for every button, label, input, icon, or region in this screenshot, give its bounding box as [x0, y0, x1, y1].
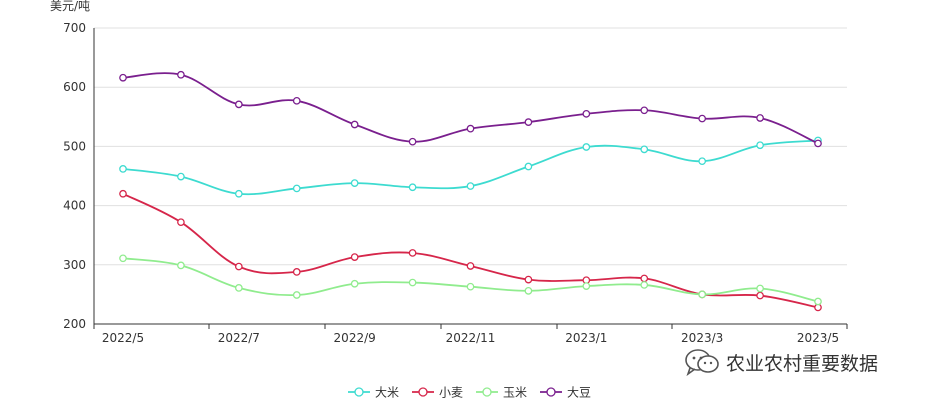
data-point[interactable]: [408, 278, 417, 287]
data-point[interactable]: [814, 139, 822, 148]
data-point[interactable]: [466, 124, 475, 133]
y-tick-label: 200: [63, 317, 86, 331]
data-point[interactable]: [119, 73, 127, 82]
data-point[interactable]: [756, 141, 764, 150]
data-point[interactable]: [119, 165, 127, 173]
data-point[interactable]: [350, 179, 359, 187]
y-tick-label: 500: [63, 139, 86, 153]
series-1: [119, 136, 822, 198]
x-tick-label: 2023/5: [797, 331, 839, 345]
series-lines: [119, 70, 822, 312]
data-point[interactable]: [234, 262, 243, 271]
x-tick-label: 2022/5: [102, 331, 144, 345]
data-point[interactable]: [756, 291, 764, 300]
data-point[interactable]: [582, 109, 591, 118]
y-tick-label: 400: [63, 199, 86, 213]
data-point[interactable]: [350, 279, 359, 288]
data-point[interactable]: [640, 106, 649, 115]
legend-label: 大豆: [567, 386, 591, 400]
data-point[interactable]: [524, 118, 533, 126]
gridlines: [94, 27, 847, 266]
legend-marker-icon: [354, 387, 364, 397]
data-point[interactable]: [234, 100, 243, 109]
data-point[interactable]: [119, 189, 127, 198]
data-point[interactable]: [292, 184, 301, 193]
legend-item[interactable]: 大米: [348, 386, 399, 400]
legend-label: 大米: [375, 386, 399, 400]
series-4: [119, 70, 822, 148]
legend-label: 玉米: [503, 386, 527, 400]
data-point[interactable]: [698, 290, 707, 299]
data-point[interactable]: [814, 297, 822, 306]
data-point[interactable]: [640, 274, 649, 283]
data-point[interactable]: [640, 281, 649, 289]
data-point[interactable]: [119, 254, 127, 263]
x-tick-label: 2022/9: [334, 331, 376, 345]
data-point[interactable]: [756, 114, 764, 122]
data-point[interactable]: [466, 182, 475, 190]
data-point[interactable]: [640, 145, 649, 154]
legend[interactable]: 大米 小麦 玉米 大豆: [348, 386, 591, 400]
data-point[interactable]: [177, 172, 185, 181]
data-point[interactable]: [524, 162, 533, 171]
data-point[interactable]: [408, 183, 417, 192]
legend-marker-icon: [546, 387, 556, 397]
data-point[interactable]: [234, 189, 243, 198]
data-point[interactable]: [698, 157, 707, 166]
legend-item[interactable]: 大豆: [540, 386, 591, 400]
data-point[interactable]: [177, 218, 185, 227]
data-point[interactable]: [698, 114, 707, 123]
legend-item[interactable]: 玉米: [476, 386, 527, 400]
y-tick-label: 700: [63, 21, 86, 35]
data-point[interactable]: [292, 291, 301, 299]
data-point[interactable]: [292, 96, 301, 105]
data-point[interactable]: [350, 253, 359, 261]
legend-item[interactable]: 小麦: [412, 386, 463, 400]
data-point[interactable]: [524, 286, 533, 295]
data-point[interactable]: [408, 249, 417, 257]
data-point[interactable]: [582, 143, 591, 151]
x-tick-label: 2022/7: [218, 331, 260, 345]
data-point[interactable]: [466, 262, 475, 270]
series-3: [119, 254, 822, 306]
series-line: [122, 72, 819, 145]
watermark-text: 农业农村重要数据: [726, 352, 879, 375]
data-point[interactable]: [350, 120, 359, 129]
y-axis: 200 300 400 500 600 700: [63, 21, 95, 331]
data-point[interactable]: [177, 261, 185, 270]
x-tick-label: 2023/1: [565, 331, 607, 345]
data-point[interactable]: [582, 282, 591, 290]
data-point[interactable]: [466, 282, 475, 291]
data-point[interactable]: [234, 284, 243, 292]
wechat-icon: [685, 349, 719, 376]
data-point[interactable]: [292, 268, 301, 276]
legend-marker-icon: [482, 387, 492, 397]
data-point[interactable]: [756, 284, 764, 293]
x-tick-label: 2022/11: [446, 331, 496, 345]
y-tick-label: 300: [63, 258, 86, 272]
legend-marker-icon: [418, 387, 428, 397]
series-2: [119, 189, 822, 312]
x-axis: 2022/5 2022/7 2022/9 2022/11 2023/1 2023/3 202…: [93, 323, 848, 345]
legend-label: 小麦: [439, 386, 463, 400]
y-axis-label: 美元/吨: [50, 0, 90, 13]
data-point[interactable]: [177, 70, 185, 79]
data-point[interactable]: [524, 275, 533, 284]
watermark: 农业农村重要数据: [684, 348, 878, 376]
data-point[interactable]: [408, 137, 417, 146]
y-tick-label: 600: [63, 80, 86, 94]
x-tick-label: 2023/3: [681, 331, 723, 345]
